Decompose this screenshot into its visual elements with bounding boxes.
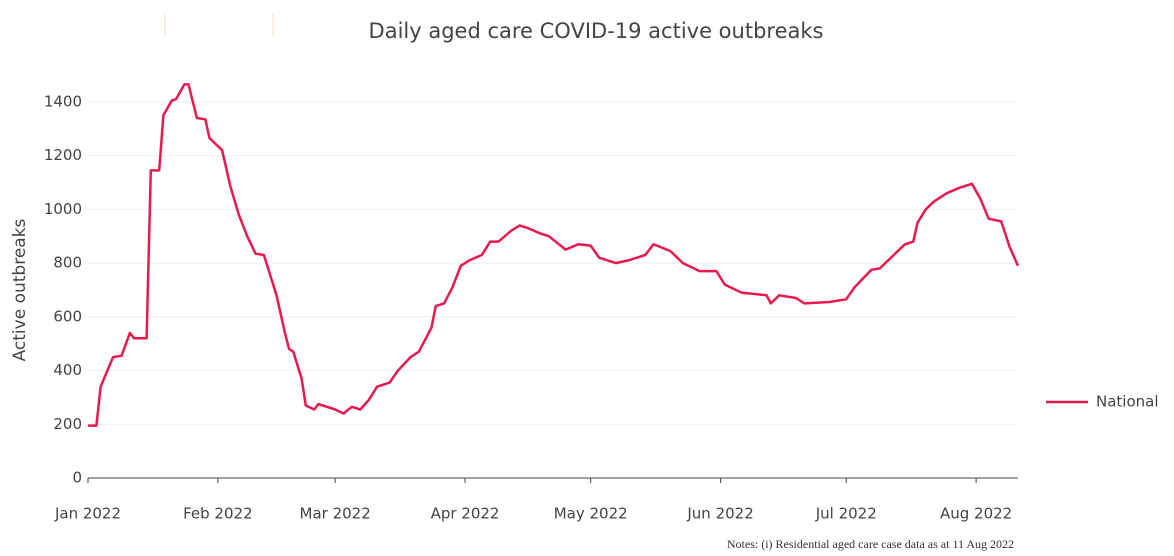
y-axis-label: Active outbreaks bbox=[10, 218, 30, 361]
y-tick-label: 1400 bbox=[44, 92, 82, 110]
y-tick-label: 200 bbox=[53, 415, 82, 433]
x-tick-label: Jun 2022 bbox=[686, 505, 753, 523]
x-tick-label: Aug 2022 bbox=[940, 505, 1012, 523]
x-tick-label: Mar 2022 bbox=[300, 505, 371, 523]
line bbox=[88, 83, 1020, 427]
x-tick-label: May 2022 bbox=[554, 505, 628, 523]
y-tick-label: 1000 bbox=[44, 200, 82, 218]
chart-title: Daily aged care COVID-19 active outbreak… bbox=[369, 19, 824, 43]
y-tick-label: 0 bbox=[72, 469, 82, 487]
note: Notes: (i) Residential aged care case da… bbox=[727, 537, 1014, 551]
x-tick-label: Feb 2022 bbox=[183, 505, 253, 523]
x-tick-label: Jan 2022 bbox=[54, 505, 121, 523]
y-tick-label: 1200 bbox=[44, 146, 82, 164]
y-tick-label: 400 bbox=[53, 361, 82, 379]
y-tick-label: 800 bbox=[53, 254, 82, 272]
legend-label: National bbox=[1096, 393, 1159, 411]
x-tick-label: Apr 2022 bbox=[431, 505, 500, 523]
x-tick-label: Jul 2022 bbox=[815, 505, 877, 523]
y-tick-label: 600 bbox=[53, 307, 82, 325]
